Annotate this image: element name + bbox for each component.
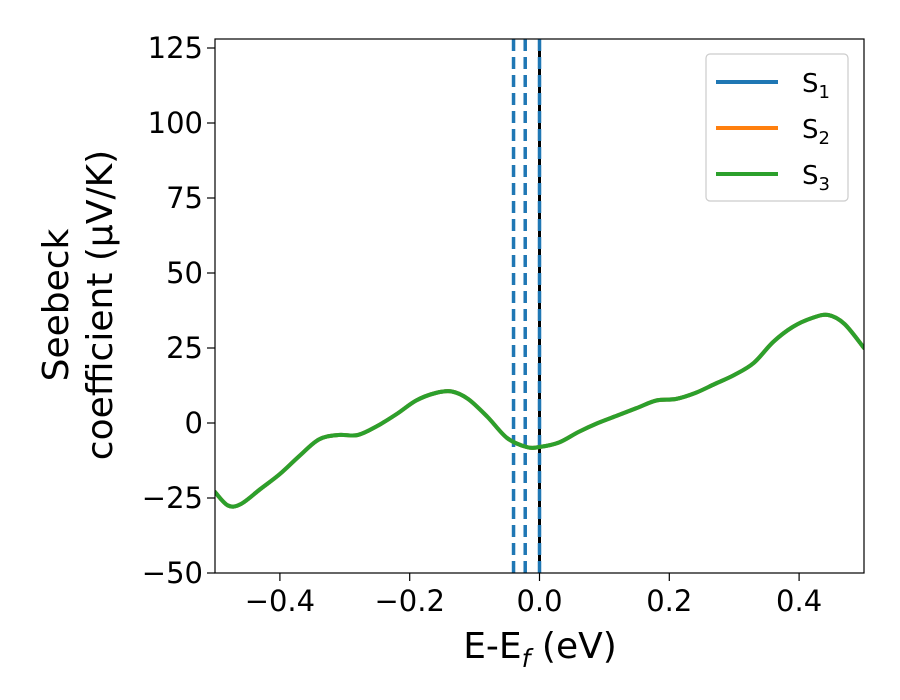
legend-label-s2: S2 xyxy=(802,115,830,149)
x-axis-title: E-Ef (eV) xyxy=(463,626,617,673)
x-axis-ticks: −0.4 −0.2 0.0 0.2 0.4 xyxy=(245,573,822,618)
x-axis-title-main: E-E xyxy=(463,626,521,667)
plot-area xyxy=(215,39,864,573)
y-tick-label: 25 xyxy=(166,331,203,365)
x-tick-label: 0.4 xyxy=(776,584,822,618)
series-line-s3 xyxy=(215,312,864,509)
plot-frame xyxy=(214,38,865,574)
y-tick-label: 0 xyxy=(185,406,203,440)
x-tick-label: 0.2 xyxy=(646,584,692,618)
y-tick-label: −25 xyxy=(142,481,203,515)
legend-label-s3: S3 xyxy=(802,161,830,195)
y-axis-title-line2: coefficient (μV/K) xyxy=(80,150,121,460)
x-tick-label: −0.2 xyxy=(374,584,444,618)
y-axis-ticks: −50 −25 0 25 50 75 100 125 xyxy=(142,31,215,590)
legend: S1 S2 S3 xyxy=(705,53,849,202)
legend-label-s1: S1 xyxy=(802,69,830,103)
y-axis-title-line1: Seebeck xyxy=(36,228,77,381)
x-tick-label: −0.4 xyxy=(245,584,315,618)
y-tick-label: 100 xyxy=(148,106,203,140)
y-tick-label: 75 xyxy=(166,181,203,215)
y-axis-title: Seebeck coefficient (μV/K) xyxy=(36,150,121,460)
y-tick-label: 125 xyxy=(148,31,203,65)
y-tick-label: 50 xyxy=(166,256,203,290)
x-axis-title-tail: (eV) xyxy=(530,626,616,667)
y-tick-label: −50 xyxy=(142,556,203,590)
x-tick-label: 0.0 xyxy=(516,584,562,618)
